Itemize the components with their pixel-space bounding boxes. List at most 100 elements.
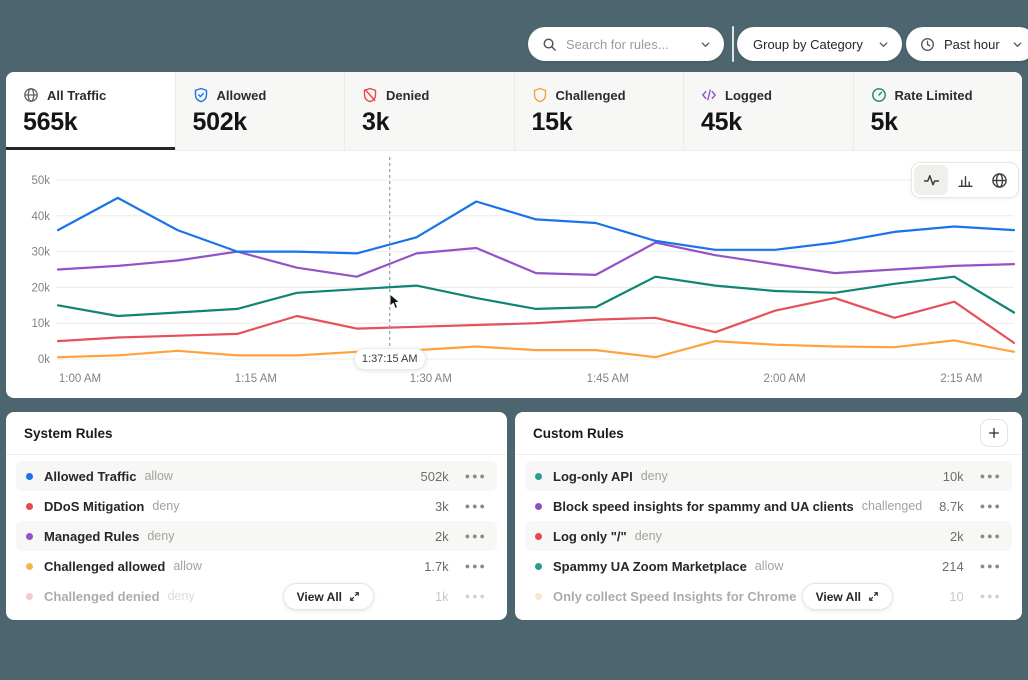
table-row[interactable]: Only collect Speed Insights for Chrome d… (525, 581, 1012, 611)
rule-action: allow (173, 559, 202, 573)
rule-count: 1k (434, 588, 449, 604)
rule-menu-button[interactable]: ●●● (979, 501, 1002, 511)
tab-label: Logged (725, 87, 772, 103)
map-toggle-button[interactable] (982, 165, 1016, 195)
expand-icon (869, 592, 878, 601)
table-row[interactable]: Allowed Traffic allow 502k ●●● (16, 461, 497, 491)
svg-text:0k: 0k (38, 354, 50, 366)
svg-text:50k: 50k (31, 175, 50, 187)
rule-name: Spammy UA Zoom Marketplace (553, 558, 747, 574)
rule-menu-button[interactable]: ●●● (979, 531, 1002, 541)
traffic-chart[interactable]: 0k 10k 20k 30k 40k 50k 1:00 AM 1:15 AM 1:30 AM 1:… (6, 151, 1022, 398)
rule-action: allow (144, 469, 173, 483)
rule-name: Challenged allowed (44, 558, 166, 574)
tab-label: Rate Limited (894, 87, 973, 103)
group-by-label: Group by Category (753, 36, 863, 52)
svg-text:2:15 AM: 2:15 AM (940, 373, 982, 385)
table-row[interactable]: Log-only API deny 10k ●●● (525, 461, 1012, 491)
chevron-down-icon (877, 38, 890, 51)
rule-name: Managed Rules (44, 528, 140, 544)
svg-text:30k: 30k (31, 247, 50, 259)
rule-color-dot (535, 592, 542, 600)
activity-icon (923, 174, 939, 185)
time-range-dropdown[interactable]: Past hour (906, 27, 1028, 61)
bar-chart-toggle-button[interactable] (948, 165, 982, 195)
table-row[interactable]: Challenged denied deny 1k ●●● (16, 581, 497, 611)
rule-count: 502k (420, 468, 449, 484)
table-row[interactable]: Challenged allowed allow 1.7k ●●● (16, 551, 497, 581)
tab-value: 5k (870, 108, 899, 136)
tab-allowed[interactable]: Allowed 502k (174, 72, 344, 151)
rule-name: Log-only API (553, 468, 633, 484)
system-rules-list: Allowed Traffic allow 502k ●●● DDoS Miti… (6, 455, 507, 611)
rule-count: 10k (942, 468, 964, 484)
tab-logged[interactable]: Logged 45k (683, 72, 853, 151)
view-all-button[interactable]: View All (282, 583, 374, 610)
rule-name: Challenged denied (44, 588, 160, 604)
card-title: Custom Rules (533, 425, 624, 441)
rule-count: 1.7k (424, 558, 449, 574)
rule-color-dot (535, 532, 542, 540)
svg-text:10k: 10k (31, 318, 50, 330)
tab-rate-limited[interactable]: Rate Limited 5k (852, 72, 1022, 151)
rule-menu-button[interactable]: ●●● (464, 561, 487, 571)
rule-count: 10 (949, 588, 964, 604)
traffic-panel: All Traffic 565k Allowed 502k Denied 3k (6, 72, 1022, 398)
rule-name: Block speed insights for spammy and UA c… (553, 498, 854, 514)
group-by-dropdown[interactable]: Group by Category (737, 27, 902, 61)
line-chart-toggle-button[interactable] (914, 165, 948, 195)
tab-value: 565k (23, 108, 78, 136)
table-row[interactable]: Managed Rules deny 2k ●●● (16, 521, 497, 551)
rule-color-dot (26, 472, 33, 480)
tab-label: Denied (386, 87, 430, 103)
topbar-divider (732, 26, 734, 62)
system-rules-header: System Rules (6, 412, 507, 455)
rule-action: challenged (861, 499, 923, 513)
table-row[interactable]: DDoS Mitigation deny 3k ●●● (16, 491, 497, 521)
custom-rules-list: Log-only API deny 10k ●●● Block speed in… (515, 455, 1022, 611)
rule-color-dot (26, 532, 33, 540)
svg-text:1:00 AM: 1:00 AM (59, 373, 101, 385)
card-title: System Rules (24, 425, 113, 441)
svg-text:1:15 AM: 1:15 AM (235, 373, 277, 385)
tab-challenged[interactable]: Challenged 15k (513, 72, 683, 151)
tab-value: 3k (362, 108, 390, 136)
chart-cursor-tooltip: 1:37:15 AM (353, 348, 426, 370)
shield-check-icon (193, 87, 209, 103)
rule-menu-button[interactable]: ●●● (464, 471, 487, 481)
search-input[interactable]: Search for rules... (528, 27, 724, 61)
rule-menu-button[interactable]: ●●● (979, 591, 1002, 601)
tab-label: Challenged (555, 87, 626, 103)
rule-menu-button[interactable]: ●●● (464, 591, 487, 601)
rule-menu-button[interactable]: ●●● (464, 501, 487, 511)
svg-text:1:45 AM: 1:45 AM (587, 373, 629, 385)
table-row[interactable]: Log only "/" deny 2k ●●● (525, 521, 1012, 551)
table-row[interactable]: Spammy UA Zoom Marketplace allow 214 ●●● (525, 551, 1012, 581)
search-placeholder: Search for rules... (566, 36, 669, 52)
svg-text:40k: 40k (31, 211, 50, 223)
rule-action: deny (640, 469, 668, 483)
plus-icon (988, 427, 1000, 439)
rule-count: 2k (949, 528, 964, 544)
table-row[interactable]: Block speed insights for spammy and UA c… (525, 491, 1012, 521)
rule-action: deny (167, 589, 195, 603)
rule-color-dot (535, 562, 542, 570)
svg-text:1:30 AM: 1:30 AM (410, 373, 452, 385)
custom-rules-header: Custom Rules (515, 412, 1022, 455)
tab-denied[interactable]: Denied 3k (344, 72, 514, 151)
chart-type-toggle (911, 162, 1019, 198)
rule-menu-button[interactable]: ●●● (464, 531, 487, 541)
stat-tabs: All Traffic 565k Allowed 502k Denied 3k (6, 72, 1022, 151)
shield-icon (532, 87, 548, 103)
custom-rules-card: Custom Rules Log-only API deny 10k ●●● B… (515, 412, 1022, 620)
rule-menu-button[interactable]: ●●● (979, 471, 1002, 481)
add-rule-button[interactable] (980, 419, 1008, 447)
tab-all-traffic[interactable]: All Traffic 565k (6, 72, 175, 151)
rule-menu-button[interactable]: ●●● (979, 561, 1002, 571)
rule-color-dot (26, 502, 33, 510)
rule-name: DDoS Mitigation (44, 498, 145, 514)
rule-color-dot (26, 592, 33, 600)
search-icon (542, 37, 557, 52)
rule-count: 3k (434, 498, 449, 514)
view-all-button[interactable]: View All (801, 583, 893, 610)
